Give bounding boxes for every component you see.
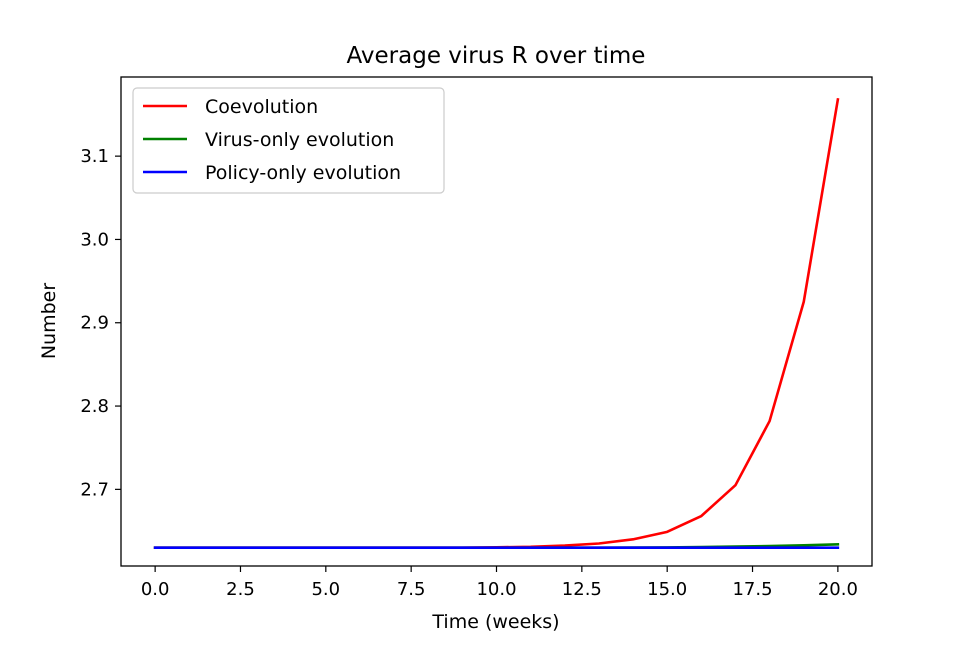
x-tick-label: 20.0 — [818, 579, 858, 600]
x-tick-label: 7.5 — [397, 579, 426, 600]
x-tick-label: 15.0 — [647, 579, 687, 600]
y-tick-label: 2.9 — [80, 313, 109, 334]
y-tick-label: 3.1 — [80, 146, 109, 167]
chart-title: Average virus R over time — [347, 43, 646, 69]
x-axis: 0.0 2.5 5.0 7.5 10.0 12.5 15.0 17.5 20.0 — [141, 566, 858, 600]
y-axis: 2.7 2.8 2.9 3.0 3.1 — [80, 146, 121, 500]
x-tick-label: 10.0 — [476, 579, 516, 600]
legend-label-2: Virus-only evolution — [205, 129, 394, 151]
y-tick-label: 3.0 — [80, 229, 109, 250]
x-tick-label: 2.5 — [226, 579, 255, 600]
legend-label-3: Policy-only evolution — [205, 162, 401, 184]
x-tick-label: 12.5 — [562, 579, 602, 600]
x-axis-label: Time (weeks) — [431, 611, 559, 633]
series-layer — [153, 97, 840, 549]
y-tick-label: 2.7 — [80, 479, 109, 500]
legend-label-1: Coevolution — [205, 96, 318, 118]
x-tick-label: 5.0 — [311, 579, 340, 600]
legend-box — [132, 87, 445, 194]
x-tick-label: 0.0 — [141, 579, 170, 600]
y-tick-label: 2.8 — [80, 396, 109, 417]
legend: Coevolution Virus-only evolution Policy-on… — [132, 87, 445, 194]
y-axis-label: Number — [38, 283, 60, 360]
x-tick-label: 17.5 — [732, 579, 772, 600]
